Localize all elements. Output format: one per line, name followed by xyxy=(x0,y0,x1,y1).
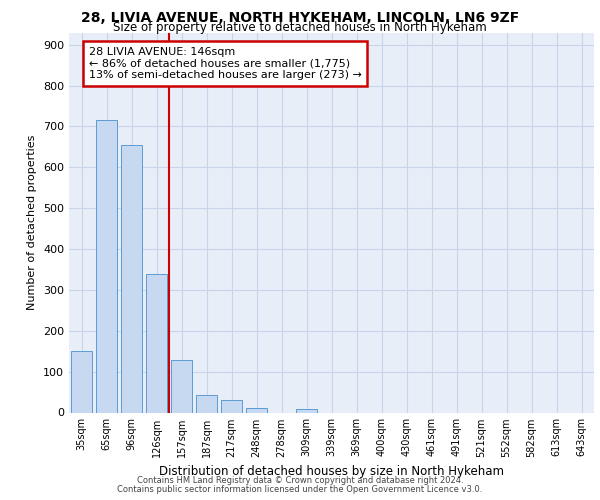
Bar xyxy=(146,274,167,412)
Text: 28 LIVIA AVENUE: 146sqm
← 86% of detached houses are smaller (1,775)
13% of semi: 28 LIVIA AVENUE: 146sqm ← 86% of detache… xyxy=(89,47,362,80)
Bar xyxy=(121,145,142,412)
Bar xyxy=(296,409,317,412)
Bar xyxy=(171,360,192,412)
Y-axis label: Number of detached properties: Number of detached properties xyxy=(28,135,37,310)
Bar xyxy=(96,120,117,412)
Bar xyxy=(246,408,267,412)
Text: 28, LIVIA AVENUE, NORTH HYKEHAM, LINCOLN, LN6 9ZF: 28, LIVIA AVENUE, NORTH HYKEHAM, LINCOLN… xyxy=(81,11,519,25)
Text: Contains public sector information licensed under the Open Government Licence v3: Contains public sector information licen… xyxy=(118,484,482,494)
Bar xyxy=(196,396,217,412)
Bar xyxy=(71,351,92,412)
Bar xyxy=(221,400,242,412)
Text: Contains HM Land Registry data © Crown copyright and database right 2024.: Contains HM Land Registry data © Crown c… xyxy=(137,476,463,485)
X-axis label: Distribution of detached houses by size in North Hykeham: Distribution of detached houses by size … xyxy=(159,465,504,478)
Text: Size of property relative to detached houses in North Hykeham: Size of property relative to detached ho… xyxy=(113,22,487,35)
